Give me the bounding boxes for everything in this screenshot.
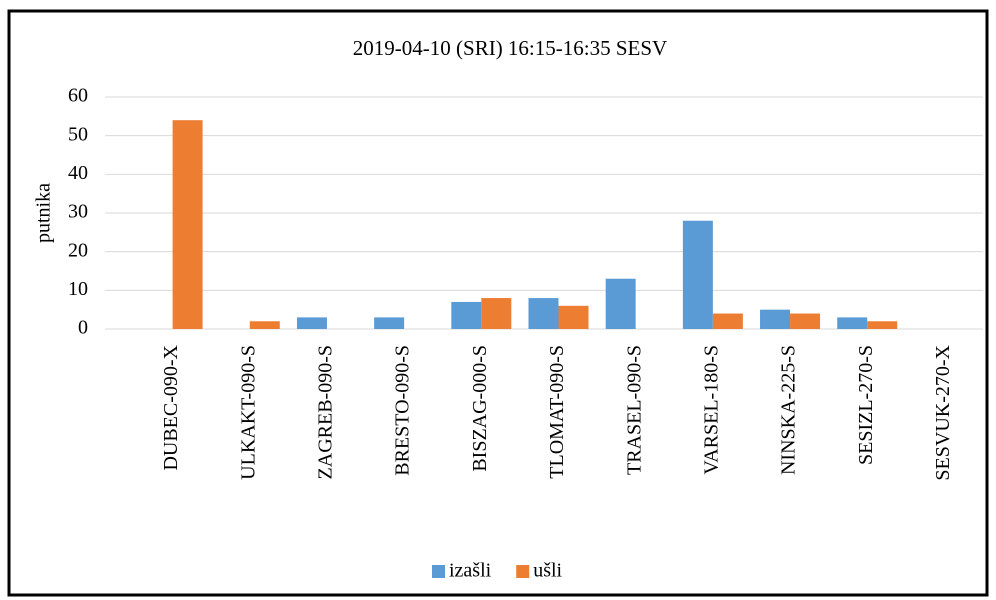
- x-tick-label: VARSEL-180-S: [700, 345, 722, 475]
- y-tick-label: 20: [68, 239, 88, 261]
- bar: [528, 298, 559, 329]
- x-tick-label: SESVUK-270-X: [932, 344, 954, 480]
- x-tick-label: BRESTO-090-S: [392, 345, 414, 476]
- bar: [712, 313, 743, 329]
- y-tick-label: 40: [68, 162, 88, 184]
- x-tick-label: TRASEL-090-S: [623, 345, 645, 475]
- y-tick-label: 0: [78, 317, 88, 339]
- bar: [481, 298, 512, 329]
- chart-title: 2019-04-10 (SRI) 16:15-16:35 SESV: [353, 36, 667, 60]
- legend-label: ušli: [533, 560, 562, 582]
- bar: [867, 321, 898, 329]
- bar: [296, 317, 327, 329]
- bar: [374, 317, 405, 329]
- bar: [172, 120, 203, 329]
- legend-label: izašli: [449, 560, 492, 582]
- y-tick-label: 10: [68, 278, 88, 300]
- bar: [760, 309, 791, 329]
- legend-swatch: [432, 565, 445, 578]
- x-tick-label: SESIZL-270-S: [855, 345, 877, 465]
- bar: [837, 317, 868, 329]
- x-tick-label: NINSKA-225-S: [778, 345, 800, 475]
- x-tick-label: TLOMAT-090-S: [546, 345, 568, 479]
- legend-swatch: [516, 565, 530, 578]
- bar: [605, 278, 636, 329]
- y-axis-label: putnika: [33, 183, 55, 243]
- bar: [451, 301, 482, 329]
- y-tick-label: 60: [68, 85, 88, 107]
- x-tick-label: BISZAG-000-S: [469, 345, 491, 472]
- y-tick-label: 30: [68, 201, 88, 223]
- y-tick-label: 50: [68, 123, 88, 145]
- bar: [558, 305, 589, 329]
- bar: [249, 321, 280, 329]
- bar: [682, 220, 713, 329]
- bar: [790, 313, 821, 329]
- x-tick-label: ZAGREB-090-S: [315, 345, 337, 479]
- x-tick-label: ULKAKT-090-S: [237, 345, 259, 480]
- x-tick-label: DUBEC-090-X: [160, 344, 182, 470]
